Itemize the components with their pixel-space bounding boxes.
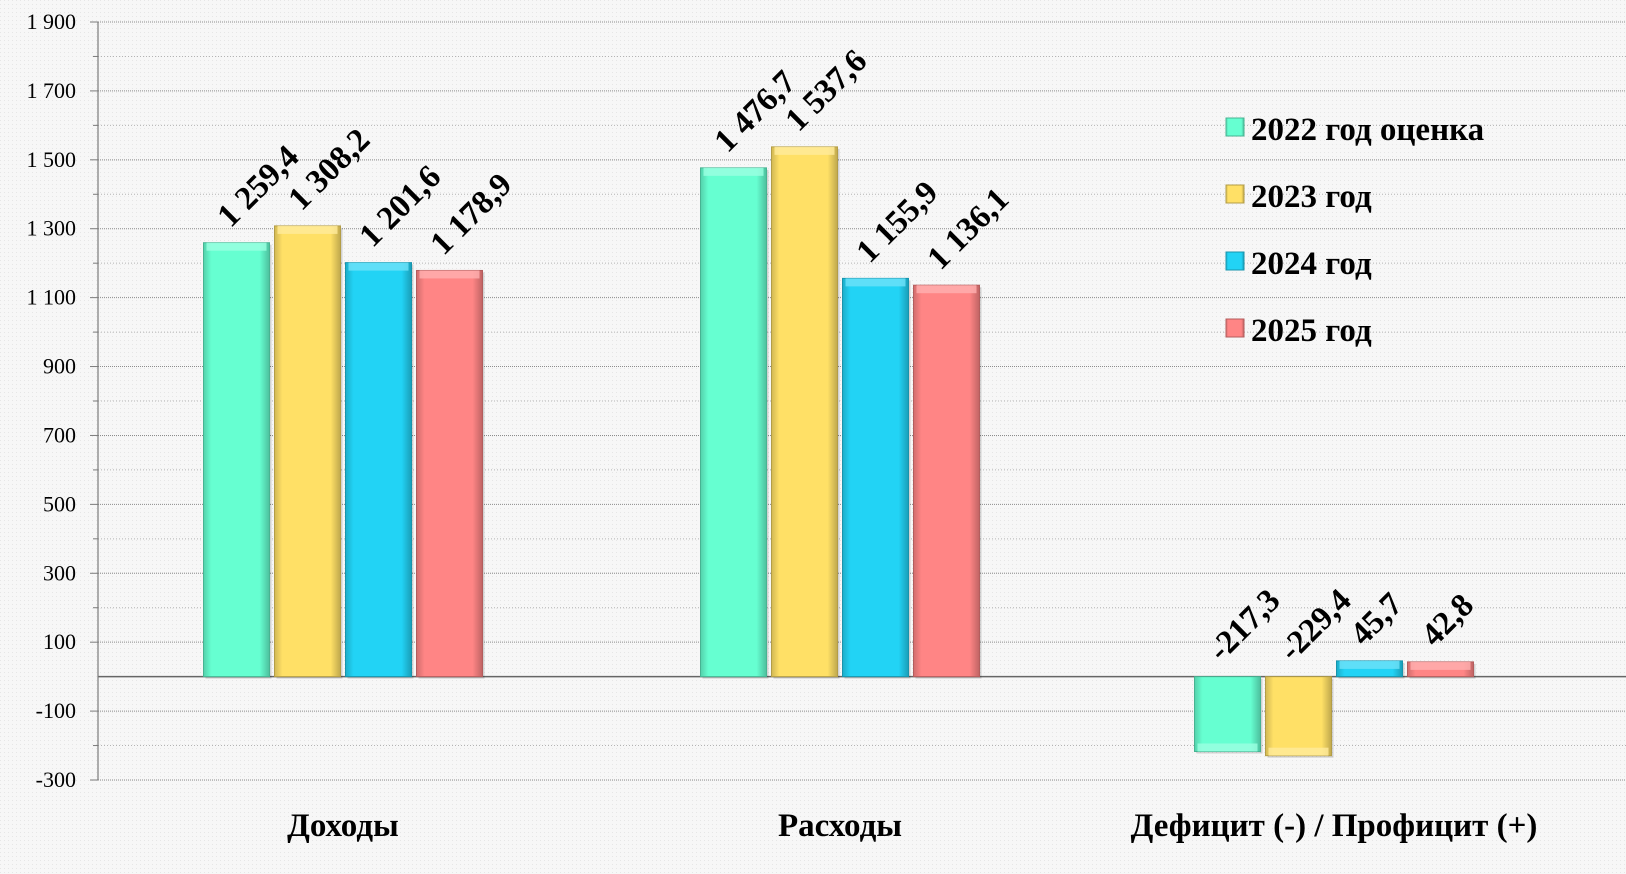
bar: [771, 146, 840, 679]
bar: [1336, 660, 1405, 679]
legend-swatch: [1225, 184, 1245, 204]
y-tick-label: -100: [36, 698, 76, 723]
y-tick-label: -300: [36, 767, 76, 792]
y-tick-label: 1 700: [27, 78, 77, 103]
y-tick-label: 300: [43, 560, 76, 585]
legend-swatch: [1225, 117, 1245, 137]
y-tick-label: 700: [43, 422, 76, 447]
bar: [1265, 676, 1334, 758]
legend-item: 2023 год: [1225, 179, 1372, 215]
legend-swatch: [1225, 318, 1245, 338]
legend-item: 2025 год: [1225, 313, 1372, 349]
legend-label: 2024 год: [1251, 246, 1372, 282]
category-labels: Доходы Расходы Дефицит (-) / Профицит (+): [287, 808, 1537, 844]
legend-swatch: [1225, 251, 1245, 271]
y-tick-label: 1 900: [27, 9, 77, 34]
legend-label: 2023 год: [1251, 179, 1372, 215]
legend-item: 2024 год: [1225, 246, 1372, 282]
bar: [345, 262, 414, 679]
legend-item: 2022 год оценка: [1225, 112, 1484, 148]
legend: 2022 год оценка 2023 год 2024 год 2025 год: [1225, 112, 1484, 349]
legend-label: 2025 год: [1251, 313, 1372, 349]
y-tick-label: 500: [43, 491, 76, 516]
bar: [842, 277, 911, 679]
bar: [203, 242, 272, 679]
y-tick-label: 900: [43, 354, 76, 379]
y-tick-label: 1 300: [27, 216, 77, 241]
legend-label: 2022 год оценка: [1251, 112, 1484, 148]
category-label: Расходы: [778, 808, 902, 844]
bar: [913, 284, 982, 679]
y-tick-label: 1 100: [27, 285, 77, 310]
y-tick-label: 100: [43, 629, 76, 654]
y-tick-label: 1 500: [27, 147, 77, 172]
bars: [203, 146, 1476, 758]
category-label: Дефицит (-) / Профицит (+): [1131, 808, 1538, 844]
bar: [1407, 661, 1476, 679]
bar: [1194, 676, 1263, 754]
bar: [416, 269, 485, 679]
bar: [274, 225, 343, 679]
bar: [700, 167, 769, 679]
category-label: Доходы: [287, 808, 399, 844]
